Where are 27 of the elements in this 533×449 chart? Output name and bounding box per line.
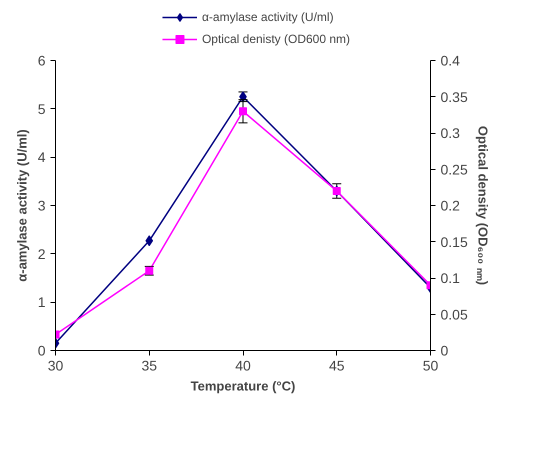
y2-tick-label: 0.15 bbox=[440, 234, 468, 250]
x-axis-title: Temperature (°C) bbox=[190, 378, 296, 394]
y-tick-label: 2 bbox=[38, 246, 46, 262]
y-tick-label: 6 bbox=[38, 52, 46, 68]
legend-label: Optical denisty (OD600 nm) bbox=[202, 32, 350, 46]
y2-tick-label: 0.2 bbox=[440, 198, 460, 214]
x-tick-label: 50 bbox=[422, 358, 438, 374]
y2-tick-label: 0.3 bbox=[440, 125, 460, 141]
y-tick-label: 3 bbox=[38, 198, 46, 214]
x-tick-label: 40 bbox=[235, 358, 251, 374]
y2-tick-label: 0.35 bbox=[440, 88, 468, 105]
y2-axis-title: Optical density (OD₆₀₀ ₙₘ) bbox=[476, 126, 491, 286]
y2-tick-label: 0.05 bbox=[440, 306, 468, 322]
y2-tick-label: 0 bbox=[440, 342, 448, 358]
y-tick-label: 5 bbox=[38, 100, 46, 117]
y-tick-label: 4 bbox=[38, 149, 46, 166]
y2-tick-label: 0.1 bbox=[440, 270, 460, 286]
x-tick-label: 45 bbox=[328, 358, 345, 374]
y2-tick-label: 0.25 bbox=[440, 161, 468, 178]
y-tick-label: 0 bbox=[38, 342, 46, 358]
x-tick-label: 30 bbox=[48, 358, 64, 374]
y2-tick-label: 0.4 bbox=[440, 52, 460, 68]
x-tick-label: 35 bbox=[141, 358, 158, 374]
legend-label: α-amylase activity (U/ml) bbox=[202, 10, 334, 24]
y-tick-label: 1 bbox=[38, 294, 46, 310]
y-axis-title: α-amylase activity (U/ml) bbox=[14, 129, 30, 282]
point bbox=[239, 107, 247, 116]
